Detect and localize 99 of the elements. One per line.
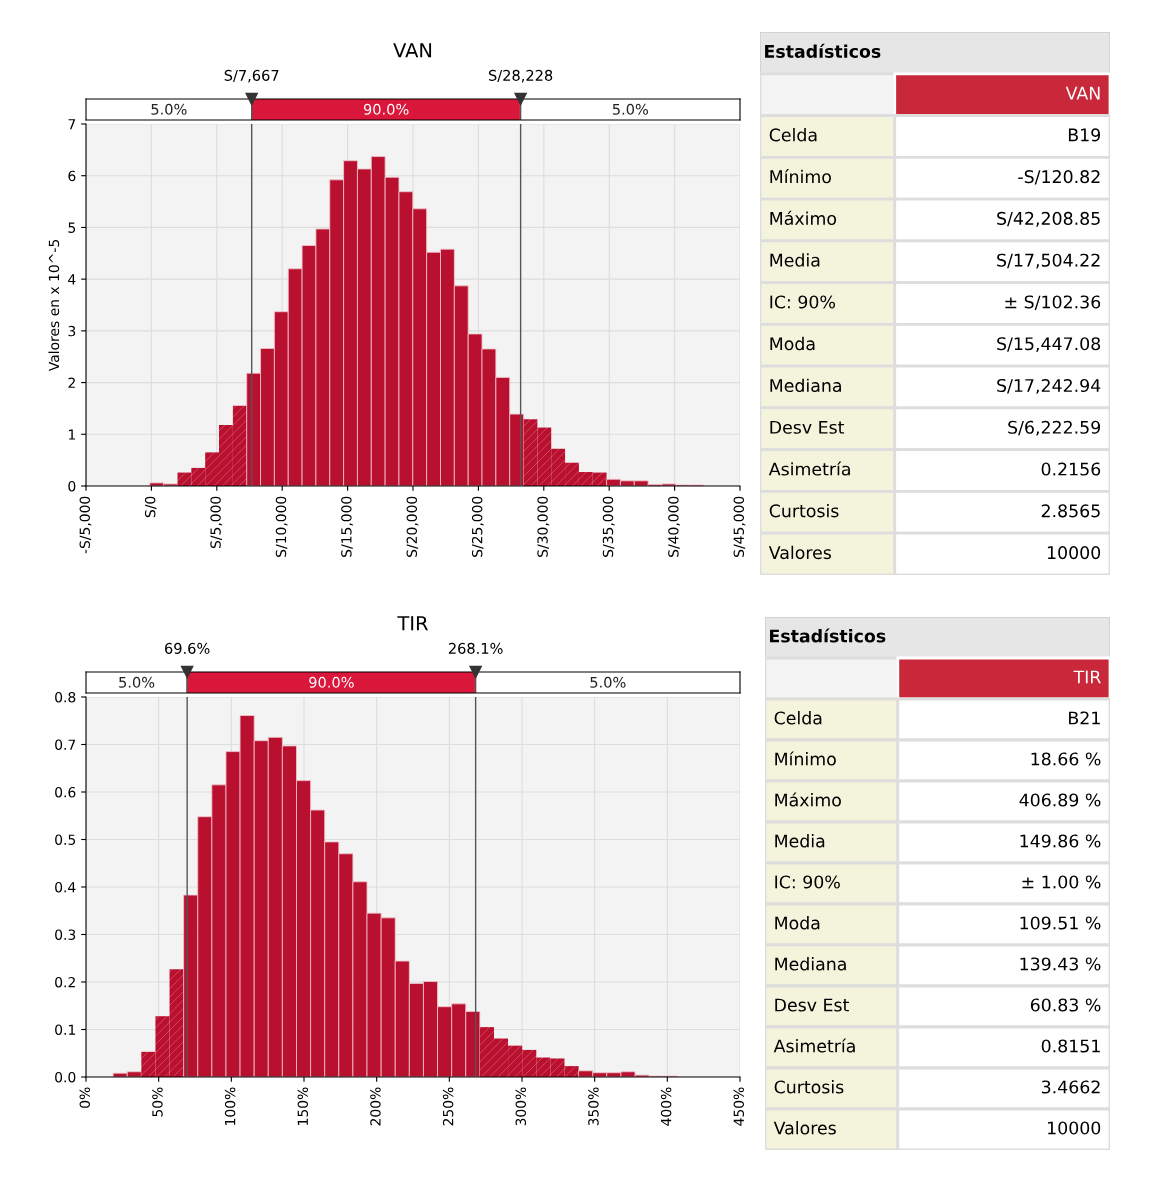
text: IC: 90% — [770, 295, 835, 309]
text: -S/120.82 — [1018, 170, 1100, 185]
y-tick-label: 0.7 — [55, 739, 76, 750]
x-tick-label: S/40,000 — [668, 496, 681, 557]
text: Celda — [774, 711, 822, 725]
x-tick-label: 250% — [442, 1087, 454, 1126]
x-tick-label: 300% — [515, 1087, 527, 1126]
text: 0.2156 — [1041, 462, 1101, 476]
text: Asimetría — [773, 1038, 855, 1053]
text: 3.4662 — [1041, 1080, 1100, 1094]
text: S/17,504.22 — [997, 253, 1100, 269]
text: Máximo — [775, 792, 841, 807]
y-tick-label: 0.8 — [55, 691, 76, 703]
text: 18.66 % — [1031, 752, 1101, 766]
y-tick-label: 0.5 — [55, 834, 76, 845]
text: S/42,208.85 — [997, 211, 1100, 227]
text: Estadísticos — [765, 43, 881, 58]
y-axis-title: Valores en x 10^-5 — [48, 239, 60, 372]
text: 5.0% — [590, 676, 626, 688]
text: Desv Est — [770, 420, 845, 434]
text: Valores — [768, 545, 831, 560]
y-tick-label: 0.2 — [55, 976, 75, 988]
x-tick-label: 150% — [297, 1087, 309, 1125]
x-tick-label: S/15,000 — [341, 496, 354, 557]
x-tick-label: S/0 — [144, 496, 157, 518]
y-tick-label: 0 — [68, 480, 76, 492]
text: Moda — [770, 336, 815, 351]
text: S/15,447.08 — [997, 337, 1101, 353]
text: 10000 — [1047, 546, 1101, 560]
x-tick-label: 200% — [370, 1087, 381, 1126]
y-tick-label: 5 — [68, 222, 76, 233]
text: Máximo — [770, 210, 837, 225]
ref-line-label: 268.1% — [448, 642, 503, 654]
x-tick-label: S/5,000 — [210, 496, 223, 549]
text: IC: 90% — [775, 875, 840, 889]
text: Mediana — [770, 378, 841, 393]
x-tick-label: S/35,000 — [602, 496, 615, 557]
y-tick-label: 3 — [68, 325, 76, 337]
y-tick-label: 4 — [68, 274, 76, 285]
text: Mínimo — [775, 751, 836, 766]
text: B21 — [1069, 711, 1100, 725]
y-tick-label: 0.4 — [55, 881, 76, 893]
ref-line-label: 69.6% — [165, 642, 210, 654]
text: VAN — [1065, 86, 1100, 100]
chart-title: VAN — [393, 43, 432, 58]
x-tick-label: S/20,000 — [406, 496, 419, 557]
x-tick-label: 0% — [79, 1087, 91, 1108]
x-tick-label: 350% — [588, 1087, 599, 1126]
text: Mediana — [775, 957, 846, 971]
text: 90.0% — [309, 676, 354, 688]
y-tick-label: 0.0 — [55, 1071, 76, 1083]
x-tick-label: S/30,000 — [537, 496, 550, 557]
text: ± 1.00 % — [1022, 875, 1101, 889]
y-tick-label: 2 — [68, 377, 75, 388]
y-tick-label: 0.3 — [55, 929, 76, 940]
text: Celda — [769, 128, 817, 142]
x-tick-label: 100% — [224, 1087, 236, 1125]
text: S/6,222.59 — [1008, 420, 1101, 436]
x-tick-label: 450% — [733, 1087, 745, 1126]
text: Desv Est — [775, 998, 849, 1012]
text: 90.0% — [363, 103, 409, 115]
text: Curtosis — [769, 503, 839, 518]
y-tick-label: 0.1 — [55, 1024, 75, 1035]
ref-line-label: S/7,667 — [224, 69, 279, 83]
text: TIR — [1073, 670, 1101, 684]
y-tick-label: 6 — [68, 170, 76, 182]
ref-line-label: S/28,228 — [488, 69, 553, 83]
text: 5.0% — [612, 103, 649, 115]
text: 406.89 % — [1019, 793, 1101, 807]
text: Mínimo — [770, 169, 831, 184]
text: 60.83 % — [1030, 998, 1101, 1012]
text: 149.86 % — [1020, 834, 1101, 848]
text: Asimetría — [768, 461, 850, 476]
text: Curtosis — [774, 1080, 844, 1094]
text: 109.51 % — [1020, 916, 1101, 930]
text: Moda — [775, 916, 820, 930]
text: Valores — [773, 1121, 836, 1135]
text: 139.43 % — [1020, 957, 1101, 971]
x-tick-label: S/45,000 — [733, 496, 746, 557]
x-tick-label: -S/5,000 — [79, 496, 92, 554]
text: S/17,242.94 — [997, 378, 1101, 394]
text: 5.0% — [119, 676, 155, 688]
y-tick-label: 7 — [68, 119, 76, 130]
x-tick-label: 400% — [660, 1087, 672, 1126]
text: Media — [775, 834, 825, 848]
x-tick-label: S/10,000 — [275, 496, 288, 557]
text: B19 — [1068, 128, 1101, 142]
text: ± S/102.36 — [1005, 295, 1101, 310]
text: 2.8565 — [1041, 504, 1100, 518]
x-tick-label: 50% — [152, 1087, 163, 1117]
x-tick-label: S/25,000 — [471, 496, 484, 557]
text: Media — [770, 253, 820, 267]
text: 5.0% — [151, 103, 187, 115]
text: 0.8151 — [1041, 1039, 1100, 1053]
text: Estadísticos — [770, 628, 886, 643]
chart-title: TIR — [397, 616, 428, 631]
text: 10000 — [1048, 1121, 1101, 1135]
y-tick-label: 0.6 — [55, 786, 76, 798]
y-tick-label: 1 — [68, 429, 75, 440]
